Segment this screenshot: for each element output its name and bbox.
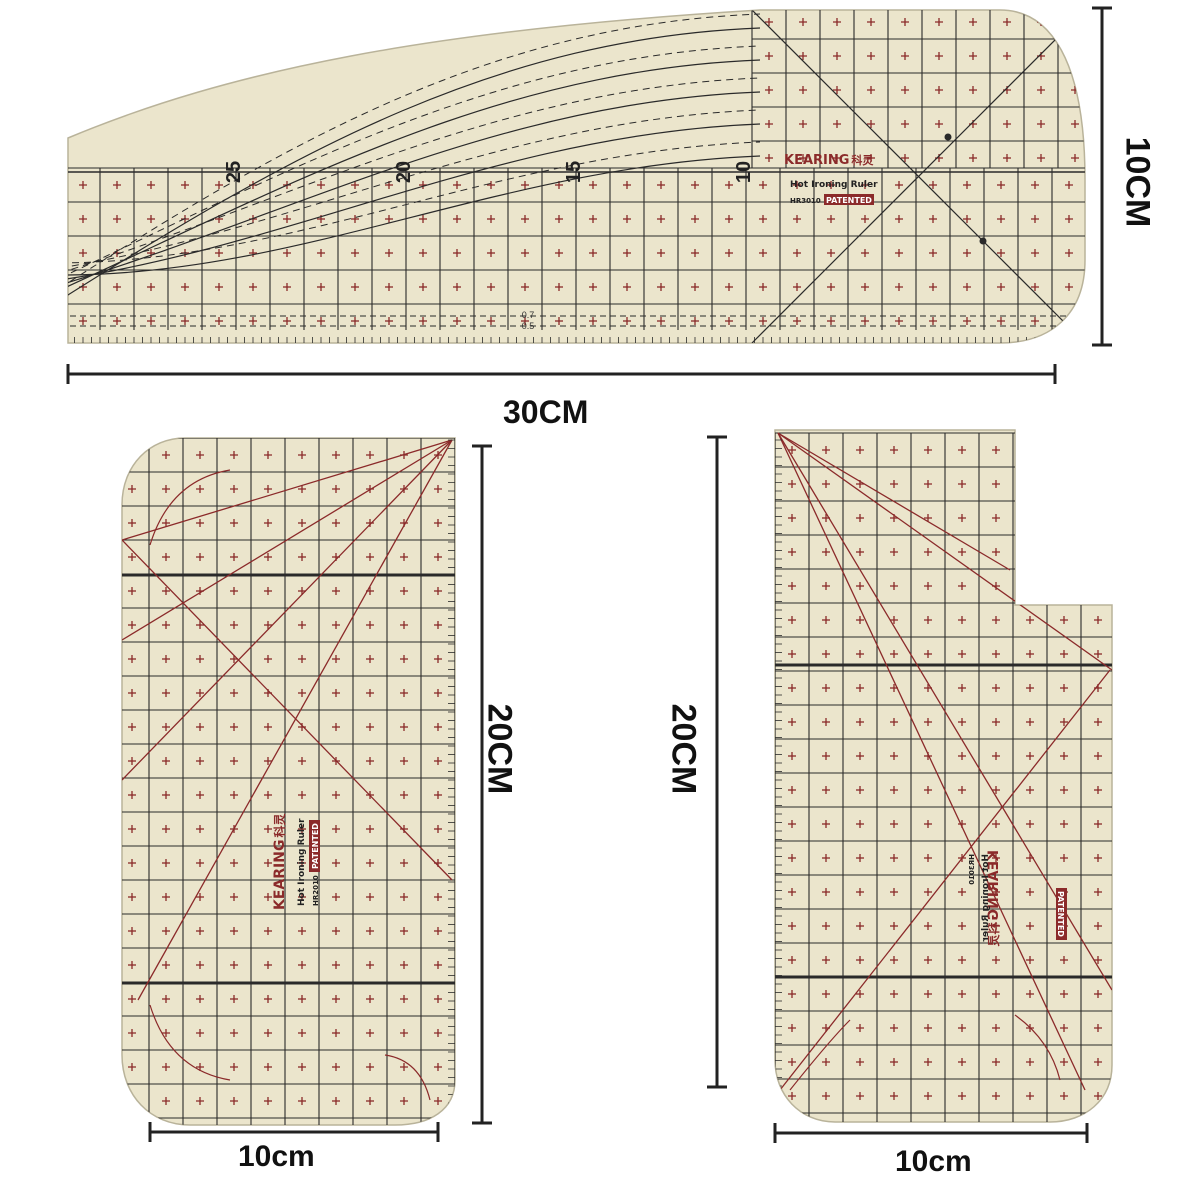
dim-label-left-height: 20CM [480, 703, 519, 795]
angle-line [777, 432, 1086, 1091]
tick-label-25: 25 [223, 161, 245, 183]
dim-label-right-width: 10cm [895, 1145, 972, 1178]
patented-badge [309, 820, 320, 872]
curve-mark [149, 469, 231, 546]
top-ruler: 25 20 15 10 0.7 0.5 KEARING 科灵 Hot Ironin… [67, 9, 1086, 344]
patented-text: PATENTED [1056, 891, 1065, 937]
angle-line [122, 439, 453, 641]
dim-label-right-height: 20CM [664, 703, 703, 795]
diagonal-line [751, 10, 1085, 343]
curve-line [68, 27, 761, 301]
dim-label-top-width: 30CM [503, 394, 589, 430]
small-number-05: 0.5 [522, 321, 535, 331]
curve-mark [1014, 1014, 1061, 1081]
dimension-lines [66, 6, 1112, 1143]
curve-dashed [68, 141, 761, 264]
top-ruler-tick-labels: 25 20 15 10 0.7 0.5 [223, 161, 755, 331]
top-ruler-curves [68, 13, 761, 301]
dot-mark [944, 133, 952, 141]
curve-line [68, 123, 761, 281]
left-ruler-grid [122, 438, 455, 1125]
right-ruler: KEARING科灵 Hot Ironing Ruler HR3010 PATEN… [774, 429, 1113, 1123]
small-number-07: 0.7 [522, 310, 535, 320]
angle-line [777, 432, 1112, 671]
curve-dashed [68, 45, 761, 279]
angle-line [122, 539, 453, 881]
tick-label-15: 15 [563, 161, 585, 183]
tick-label-10: 10 [733, 161, 755, 183]
brand-text: KEARING科灵 [272, 813, 288, 910]
model-text: HR2010 [312, 875, 320, 906]
curve-dashed [68, 77, 761, 274]
tick-label-20: 20 [393, 161, 415, 183]
patented-text: PATENTED [311, 823, 320, 869]
curve-line [68, 155, 761, 276]
product-text: Hot Ironing Ruler [790, 180, 878, 190]
product-text: Hot Ironing Ruler [297, 818, 307, 906]
curve-line [68, 91, 761, 286]
left-ruler-brand-label: KEARING科灵 Hot Ironing Ruler HR2010 PATEN… [272, 813, 320, 910]
top-ruler-brand-label: KEARING 科灵 Hot Ironing Ruler HR3010 PATEN… [784, 153, 878, 205]
model-text: HR3010 [790, 197, 821, 205]
curve-dashed [68, 13, 761, 289]
patented-badge [824, 194, 874, 205]
dot-mark [979, 237, 987, 245]
left-ruler-shape [121, 437, 456, 1126]
angle-line [122, 439, 453, 781]
angle-line [777, 432, 1011, 571]
curve-mark [149, 1004, 231, 1081]
curve-mark [384, 1054, 431, 1101]
angle-line [779, 669, 1111, 1091]
model-text: HR3010 [968, 854, 976, 885]
curve-dashed [68, 109, 761, 269]
patented-text: PATENTED [826, 196, 872, 205]
dim-label-top-height: 10CM [1118, 136, 1157, 228]
dim-label-left-width: 10cm [238, 1140, 315, 1173]
right-ruler-brand-label: KEARING科灵 Hot Ironing Ruler HR3010 PATEN… [968, 850, 1067, 947]
angle-line [122, 439, 453, 541]
product-text: Hot Ironing Ruler [981, 854, 991, 942]
curve-line [68, 59, 761, 291]
curve-mark [789, 1019, 851, 1091]
angle-line [137, 439, 453, 1001]
left-ruler: KEARING科灵 Hot Ironing Ruler HR2010 PATEN… [121, 437, 456, 1126]
brand-text: KEARING科灵 [986, 850, 1002, 947]
patented-badge [1056, 888, 1067, 940]
